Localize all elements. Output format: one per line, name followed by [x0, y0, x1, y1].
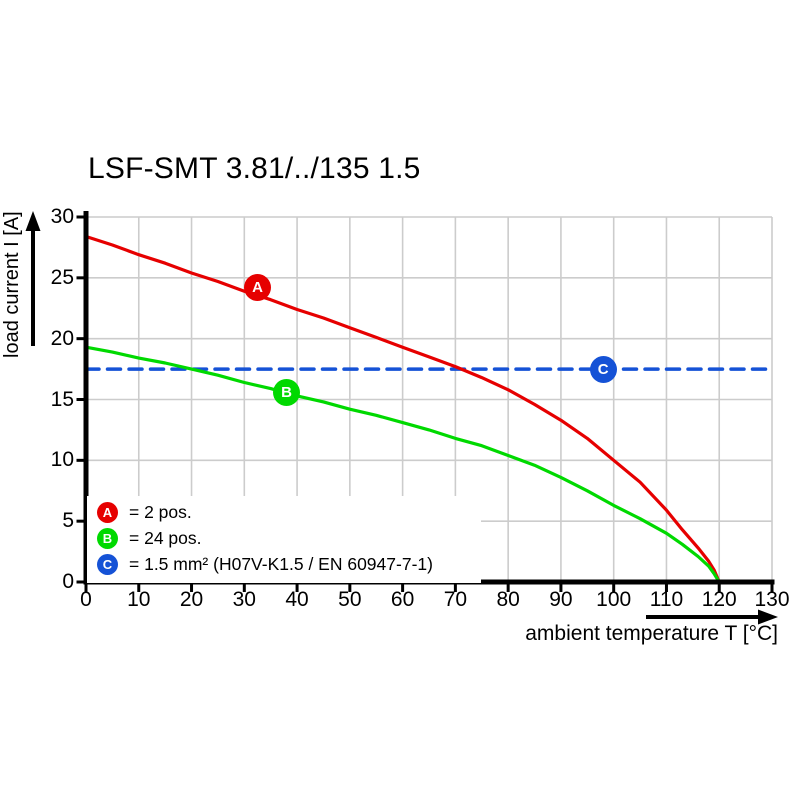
- x-tick-label: 90: [549, 588, 573, 611]
- curve-marker-c: C: [589, 355, 617, 383]
- legend-marker-c-letter: C: [102, 556, 113, 572]
- legend-label-b: = 24 pos.: [129, 527, 202, 548]
- x-tick-label: 0: [80, 588, 92, 611]
- y-tick-label: 25: [50, 265, 74, 289]
- x-tick-label: 20: [179, 588, 204, 611]
- y-axis-label: load current I [A]: [1, 211, 23, 359]
- x-tick-label: 10: [127, 588, 151, 611]
- x-tick-label: 50: [338, 588, 362, 611]
- curve-marker-a: A: [244, 274, 271, 302]
- x-tick-label: 130: [754, 588, 790, 611]
- legend: A = 2 pos. B = 24 pos. C = 1.5 mm² (H07V…: [87, 496, 481, 583]
- legend-marker-a-icon: A: [97, 501, 118, 523]
- y-tick-label: 0: [62, 570, 74, 593]
- legend-marker-a-letter: A: [102, 504, 113, 520]
- x-tick-label: 70: [443, 588, 468, 611]
- x-tick-label: 30: [232, 588, 256, 611]
- x-tick-label: 120: [701, 588, 737, 611]
- legend-marker-b-icon: B: [97, 527, 118, 549]
- y-tick-label: 5: [62, 509, 74, 533]
- legend-item-b: B = 24 pos.: [97, 525, 481, 551]
- chart-title: LSF-SMT 3.81/../135 1.5: [88, 152, 421, 185]
- legend-item-c: C = 1.5 mm² (H07V-K1.5 / EN 60947-7-1): [97, 551, 481, 577]
- y-tick-label: 15: [50, 387, 74, 411]
- y-tick-label: 30: [50, 205, 74, 228]
- y-tick-label: 20: [50, 326, 74, 350]
- x-tick-label: 110: [649, 588, 684, 611]
- x-tick-label: 80: [496, 588, 520, 611]
- legend-marker-c-icon: C: [97, 553, 118, 575]
- x-tick-label: 100: [596, 588, 632, 611]
- x-tick-label: 40: [285, 588, 309, 611]
- legend-label-c: = 1.5 mm² (H07V-K1.5 / EN 60947-7-1): [129, 553, 433, 574]
- x-tick-label: 60: [390, 588, 415, 611]
- legend-label-a: = 2 pos.: [129, 501, 192, 522]
- x-axis-label: ambient temperature T [°C]: [525, 622, 778, 645]
- legend-marker-b-letter: B: [102, 530, 113, 546]
- curve-marker-b: B: [273, 378, 301, 406]
- legend-item-a: A = 2 pos.: [97, 499, 481, 525]
- y-tick-label: 10: [50, 448, 74, 472]
